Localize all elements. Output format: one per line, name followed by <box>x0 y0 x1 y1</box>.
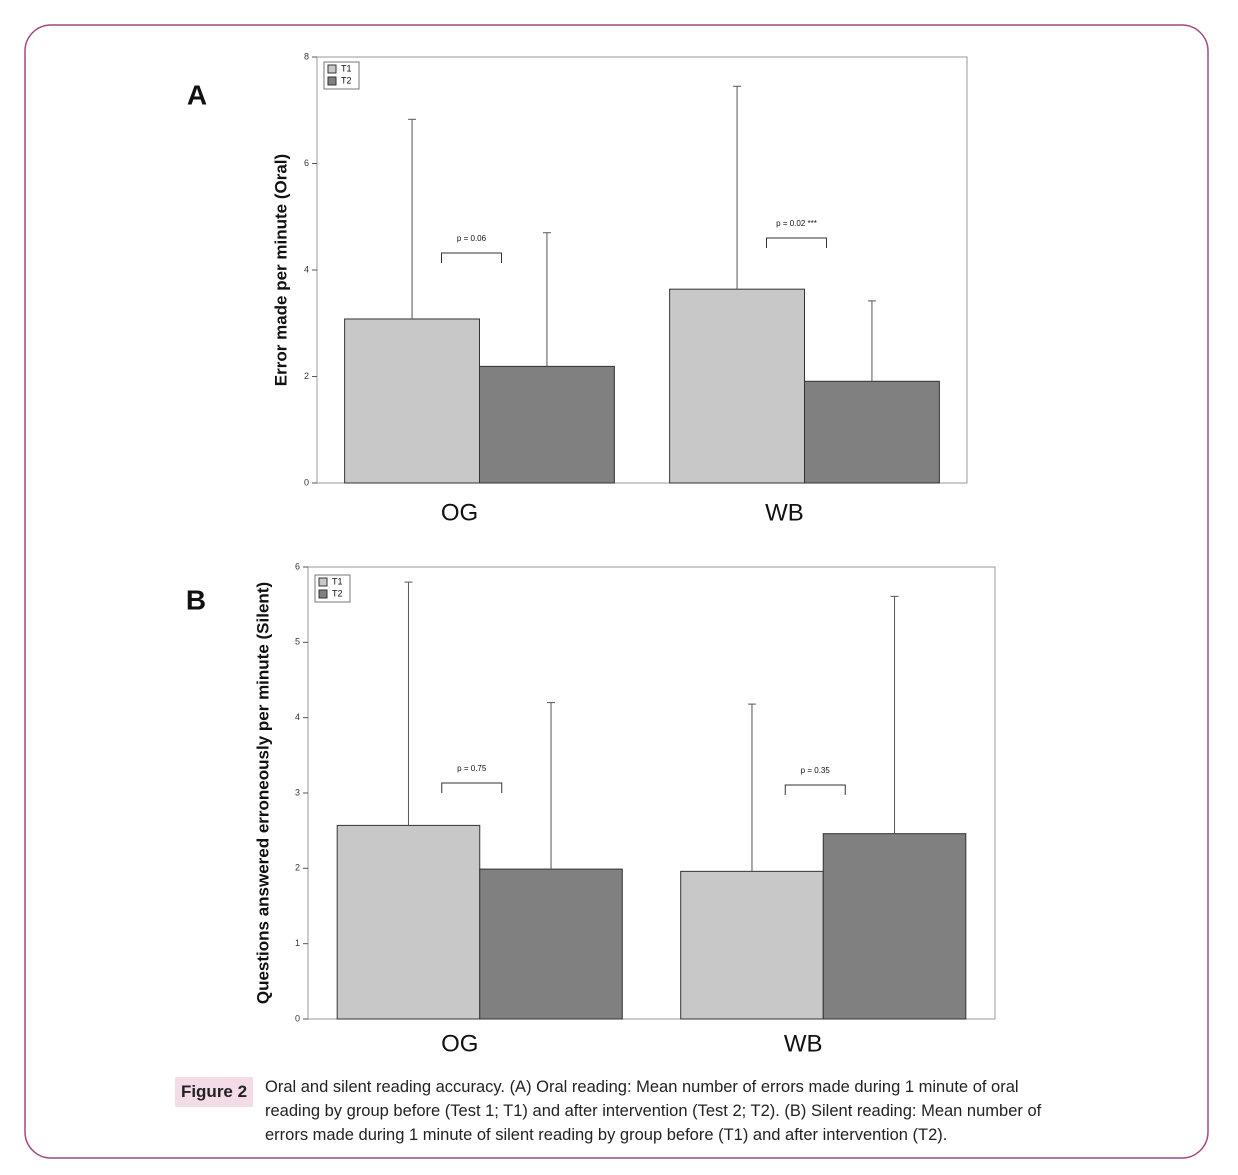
y-tick-label: 3 <box>295 787 300 797</box>
legend-swatch <box>327 64 337 74</box>
legend-label: T2 <box>341 75 352 85</box>
y-tick-label: 8 <box>304 51 309 61</box>
annotation: p = 0.35 <box>801 766 831 775</box>
panel-label: A <box>187 79 207 110</box>
y-tick-label: 6 <box>304 158 309 168</box>
significance-bracket <box>784 784 846 795</box>
legend-swatch <box>327 76 337 86</box>
bar <box>336 824 481 1020</box>
frame <box>24 24 1209 1159</box>
panel-label: B <box>186 584 206 615</box>
significance-bracket <box>766 237 827 248</box>
bar <box>344 318 480 484</box>
legend-label: T2 <box>332 588 343 598</box>
y-tick-label: 4 <box>295 712 300 722</box>
figure-caption: Oral and silent reading accuracy. (A) Or… <box>265 1078 1042 1144</box>
bar <box>822 833 967 1020</box>
significance-bracket <box>441 782 503 793</box>
legend-label: T1 <box>332 576 343 586</box>
bar <box>680 870 824 1020</box>
y-tick-label: 4 <box>304 264 309 274</box>
figure-label: Figure 2 <box>175 1077 253 1107</box>
legend-label: T1 <box>341 63 352 73</box>
significance-bracket <box>441 252 502 263</box>
y-tick-label: 0 <box>295 1013 300 1023</box>
bar <box>479 868 623 1020</box>
bar <box>804 380 940 484</box>
x-tick-label: OG <box>441 1030 478 1057</box>
bar <box>669 288 805 484</box>
bar <box>479 365 615 484</box>
y-tick-label: 2 <box>295 863 300 873</box>
x-tick-label: WB <box>784 1030 823 1057</box>
y-axis-label: Error made per minute (Oral) <box>271 154 290 386</box>
legend-swatch <box>318 577 328 587</box>
y-tick-label: 6 <box>295 561 300 571</box>
annotation: p = 0.06 <box>457 234 487 243</box>
annotation: p = 0.02 *** <box>776 219 817 228</box>
y-tick-label: 0 <box>304 477 309 487</box>
x-tick-label: WB <box>765 499 804 526</box>
y-axis-label: Questions answered erroneously per minut… <box>253 582 272 1004</box>
annotation: p = 0.75 <box>457 764 487 773</box>
y-tick-label: 2 <box>304 371 309 381</box>
y-tick-label: 1 <box>295 938 300 948</box>
legend-swatch <box>318 589 328 599</box>
x-tick-label: OG <box>441 499 478 526</box>
y-tick-label: 5 <box>295 637 300 647</box>
